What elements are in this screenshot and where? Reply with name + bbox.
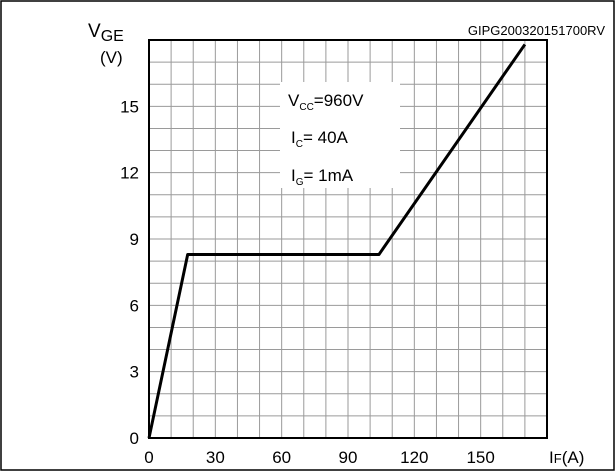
- y-tick-label: 9: [130, 230, 139, 249]
- plot-border: [148, 39, 548, 439]
- conditions-box: VCC=960V IC= 40A IG= 1mA: [280, 82, 400, 188]
- y-tick-label: 6: [130, 296, 139, 315]
- x-axis-label: IF(A): [549, 448, 584, 467]
- y-tick-labels: 0 3 6 9 12 15: [120, 97, 139, 448]
- x-tick-label: 150: [466, 448, 494, 467]
- x-tick-label: 120: [400, 448, 428, 467]
- condition-ic: IC= 40A: [291, 128, 349, 150]
- x-tick-label: 0: [144, 448, 153, 467]
- y-tick-label: 0: [130, 429, 139, 448]
- y-axis-unit: (V): [100, 48, 123, 67]
- x-tick-label: 90: [339, 448, 358, 467]
- y-axis-label: VGE: [88, 21, 124, 45]
- y-tick-label: 15: [120, 97, 139, 116]
- y-tick-label: 12: [120, 164, 139, 183]
- x-tick-label: 30: [206, 448, 225, 467]
- figure-id: GIPG200320151700RV: [468, 23, 605, 38]
- conditions-background: [280, 82, 400, 188]
- x-tick-labels: 0 30 60 90 120 150: [144, 448, 495, 467]
- x-tick-label: 60: [272, 448, 291, 467]
- vge-curve: [147, 43, 527, 439]
- y-tick-label: 3: [130, 363, 139, 382]
- condition-ig: IG= 1mA: [291, 166, 354, 188]
- condition-vcc: VCC=960V: [288, 91, 364, 113]
- series-layer: [147, 43, 527, 439]
